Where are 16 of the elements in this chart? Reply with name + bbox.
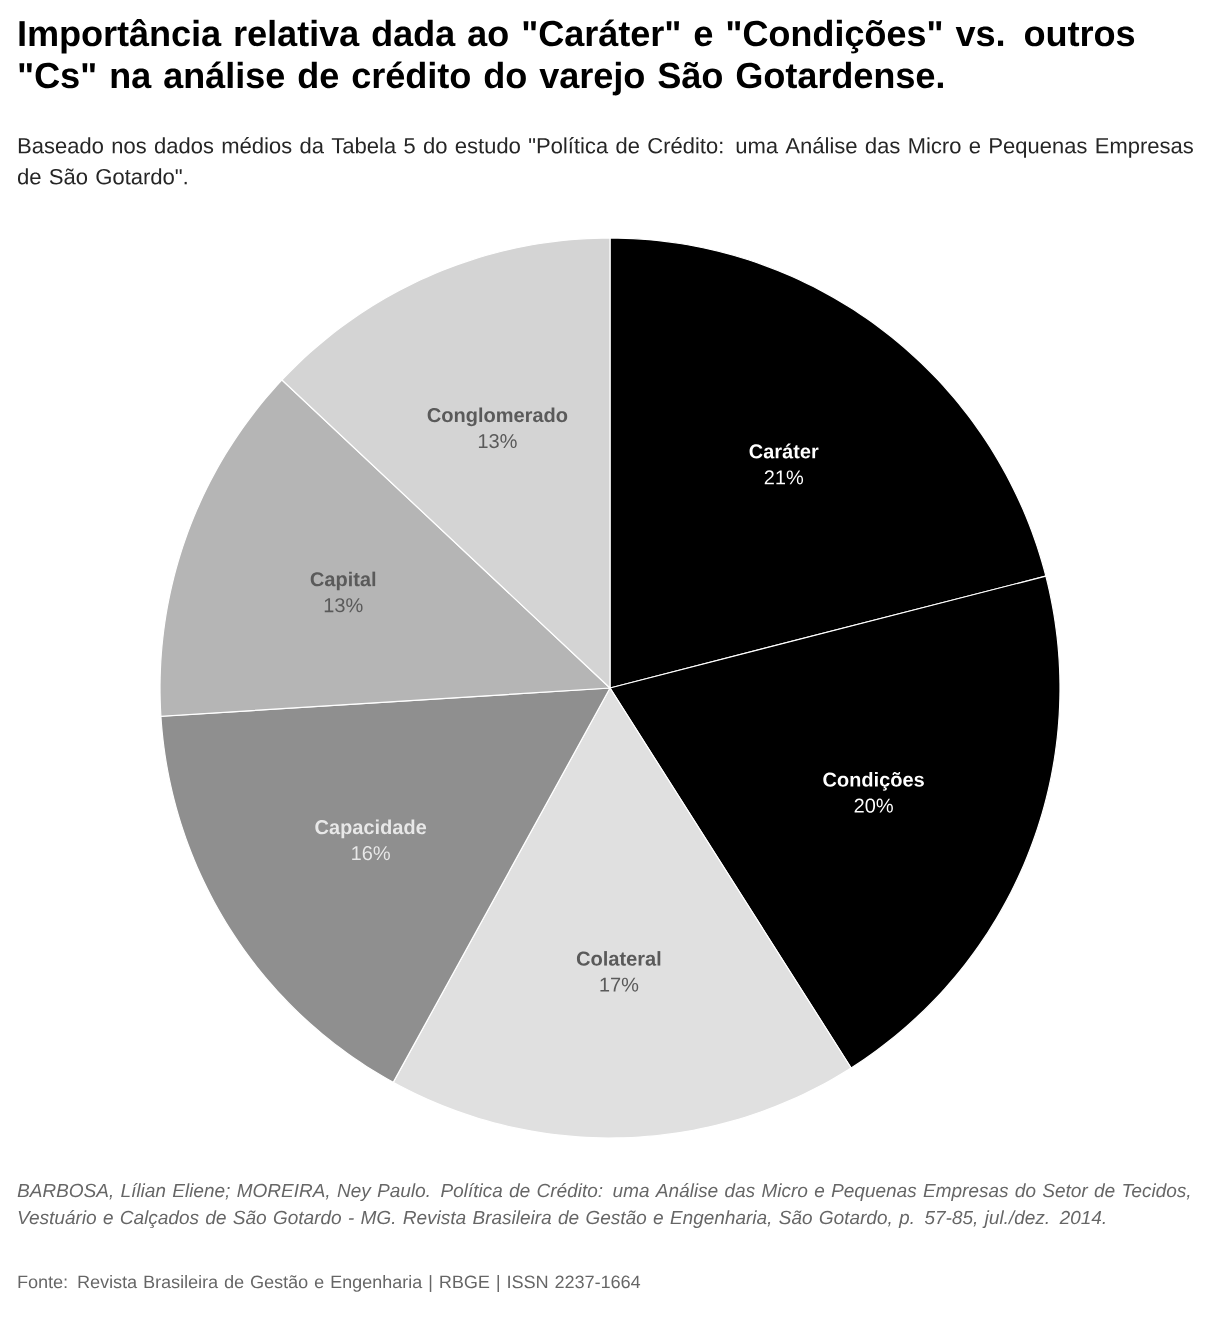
data-label: 21% [764,470,804,485]
text: BARBOSA, Lílian Eliene; MOREIRA, Ney Paulo. Política de Crédito: uma Análise das Micro e Pequenas Empresas do Setor de Tecidos, Vestuário e Calçados de São Gotardo - MG. Revista Brasileira de Gestão e Engenharia, São Gotardo, p. 57-85, jul./dez. 2014. [17,1183,1190,1229]
slice-label: Colateral [576,951,661,966]
data-label: 20% [854,798,893,813]
slice-label: Conglomerado [427,407,568,427]
slice-label: Caráter [749,443,819,459]
slice-label: Capital [310,571,376,591]
chart-subtitle: Baseado nos dados médios da Tabela 5 do estudo "Política de Crédito: uma Análise das Micro e Pequenas Empresas de São Gotardo". [17,137,1193,185]
slice-label: Capacidade [315,819,427,839]
data-label: 16% [352,846,390,861]
data-label: 13% [324,598,363,613]
data-label: 13% [478,434,517,449]
slice-label: Condições [823,772,924,791]
source-note: Fonte: Revista Brasileira de Gestão e Engenharia | RBGE | ISSN 2237-1664 [18,1275,641,1292]
chart-title: Importância relativa dada ao "Caráter" e "Condições" vs. outros "Cs" na análise de crédito do varejo São Gotardense. [19,19,1135,96]
data-label: 17% [600,977,639,992]
